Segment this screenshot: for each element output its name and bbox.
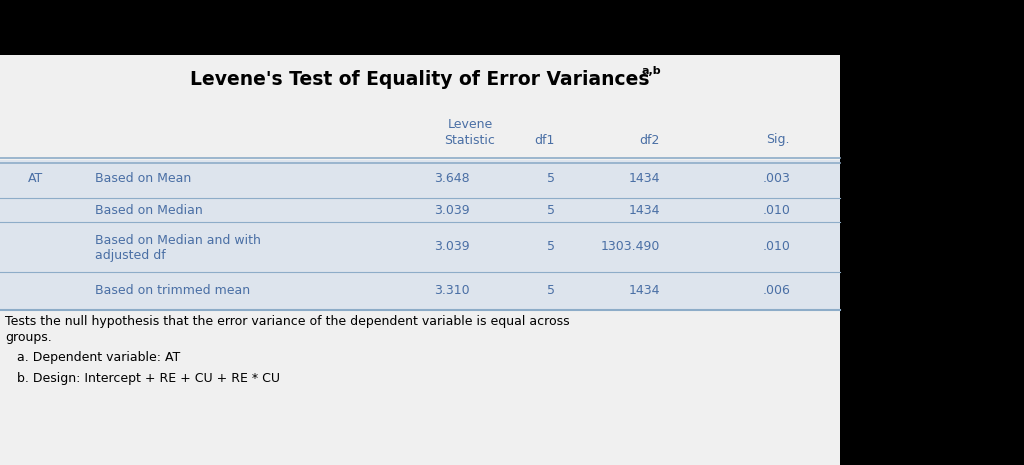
Text: .010: .010 bbox=[762, 240, 790, 253]
Text: Tests the null hypothesis that the error variance of the dependent variable is e: Tests the null hypothesis that the error… bbox=[5, 315, 569, 328]
Text: Based on trimmed mean: Based on trimmed mean bbox=[95, 285, 250, 298]
Polygon shape bbox=[0, 160, 840, 198]
Text: .010: .010 bbox=[762, 204, 790, 217]
Text: 5: 5 bbox=[547, 204, 555, 217]
Text: 3.039: 3.039 bbox=[434, 204, 470, 217]
Text: .006: .006 bbox=[762, 285, 790, 298]
Text: Levene's Test of Equality of Error Variances: Levene's Test of Equality of Error Varia… bbox=[190, 71, 650, 89]
Text: 1434: 1434 bbox=[629, 285, 660, 298]
Text: 1303.490: 1303.490 bbox=[601, 240, 660, 253]
Text: 3.039: 3.039 bbox=[434, 240, 470, 253]
Text: Based on Mean: Based on Mean bbox=[95, 173, 191, 186]
Text: 1434: 1434 bbox=[629, 173, 660, 186]
Text: b. Design: Intercept + RE + CU + RE * CU: b. Design: Intercept + RE + CU + RE * CU bbox=[5, 372, 280, 385]
Text: AT: AT bbox=[28, 173, 43, 186]
Text: 3.648: 3.648 bbox=[434, 173, 470, 186]
Text: 1434: 1434 bbox=[629, 204, 660, 217]
Text: Levene: Levene bbox=[447, 119, 493, 132]
Polygon shape bbox=[0, 55, 840, 465]
Text: adjusted df: adjusted df bbox=[95, 248, 166, 261]
Text: Based on Median: Based on Median bbox=[95, 204, 203, 217]
Text: a,b: a,b bbox=[642, 66, 662, 76]
Text: 5: 5 bbox=[547, 285, 555, 298]
Text: 3.310: 3.310 bbox=[434, 285, 470, 298]
Text: a. Dependent variable: AT: a. Dependent variable: AT bbox=[5, 352, 180, 365]
Text: 5: 5 bbox=[547, 173, 555, 186]
Text: df2: df2 bbox=[640, 133, 660, 146]
Text: groups.: groups. bbox=[5, 332, 52, 345]
Polygon shape bbox=[0, 272, 840, 310]
Text: df1: df1 bbox=[535, 133, 555, 146]
Polygon shape bbox=[0, 222, 840, 272]
Text: 5: 5 bbox=[547, 240, 555, 253]
Polygon shape bbox=[0, 198, 840, 222]
Text: .003: .003 bbox=[762, 173, 790, 186]
Text: Sig.: Sig. bbox=[767, 133, 790, 146]
Text: Based on Median and with: Based on Median and with bbox=[95, 233, 261, 246]
Text: Statistic: Statistic bbox=[444, 133, 496, 146]
